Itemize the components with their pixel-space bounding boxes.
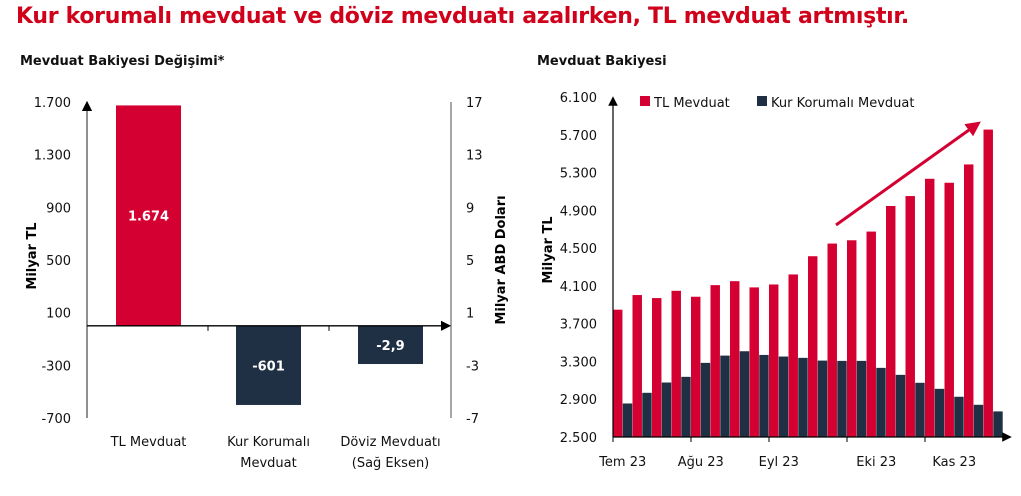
bar-kkm-18 bbox=[973, 404, 984, 437]
y-tick-label: 2.900 bbox=[560, 393, 597, 408]
left-chart-title: Mevduat Bakiyesi Değişimi* bbox=[20, 54, 225, 69]
bar-kkm-8 bbox=[778, 356, 789, 437]
bar-tl-19 bbox=[983, 129, 993, 438]
bar-kkm-16 bbox=[934, 388, 945, 437]
right-chart: 6.100 5.700 5.300 4.900 4.500 4.100 3.700 3.300… bbox=[541, 91, 1012, 470]
x-category-label: Mevduat bbox=[240, 456, 296, 471]
right-y-tick-label: 17 bbox=[466, 96, 483, 111]
bar-2 bbox=[358, 325, 423, 365]
trend-arrow-icon bbox=[835, 121, 981, 227]
y-axis-title: Milyar TL bbox=[541, 216, 556, 283]
left-y-tick-label: 100 bbox=[46, 307, 71, 322]
bar-tl-2 bbox=[652, 298, 662, 437]
x-tick-label: Tem 23 bbox=[598, 455, 646, 470]
y-tick-label: 3.300 bbox=[560, 355, 597, 370]
bar-kkm-6 bbox=[739, 351, 750, 437]
bar-tl-0 bbox=[613, 309, 623, 437]
x-tick-label: Eyl 23 bbox=[759, 455, 799, 470]
bar-tl-15 bbox=[905, 196, 915, 437]
x-category-label: Döviz Mevduatı bbox=[340, 435, 440, 450]
bar-kkm-11 bbox=[837, 360, 847, 437]
left-y-tick-label: 1.700 bbox=[34, 96, 71, 111]
right-y-tick-label: -7 bbox=[466, 412, 479, 427]
bar-tl-6 bbox=[730, 281, 740, 437]
bar-tl-3 bbox=[671, 290, 681, 437]
legend-swatch-kkm bbox=[757, 96, 767, 106]
left-y-tick-label: 1.300 bbox=[34, 149, 71, 164]
x-category-label: TL Mevduat bbox=[110, 435, 187, 450]
bar-tl-5 bbox=[710, 285, 720, 437]
right-y-tick-label: 9 bbox=[466, 201, 474, 216]
bar-tl-11 bbox=[827, 243, 837, 437]
left-chart: 1.700 1.300 900 500 100 -300 -700 17 13 9 5 1 -3 -7 1.… bbox=[25, 96, 509, 471]
bar-tl-14 bbox=[886, 205, 896, 437]
bar-tl-12 bbox=[847, 240, 857, 437]
bar-tl-17 bbox=[944, 182, 954, 437]
bar-tl-16 bbox=[925, 178, 935, 438]
x-tick-label: Eki 23 bbox=[856, 455, 896, 470]
bar-kkm-9 bbox=[798, 357, 808, 437]
right-chart-title: Mevduat Bakiyesi bbox=[537, 54, 667, 69]
legend-swatch-tl bbox=[640, 96, 650, 106]
bar-tl-7 bbox=[749, 287, 759, 437]
y-tick-label: 4.900 bbox=[560, 204, 597, 219]
bar-kkm-10 bbox=[817, 360, 828, 437]
x-tick-label: Ağu 23 bbox=[678, 455, 724, 470]
bar-tl-1 bbox=[632, 295, 642, 437]
bar-tl-4 bbox=[691, 296, 701, 437]
bar-tl-8 bbox=[769, 284, 779, 437]
left-y-tick-label: 500 bbox=[46, 254, 71, 269]
bar-0 bbox=[116, 105, 181, 326]
legend-label-kkm: Kur Korumalı Mevduat bbox=[771, 96, 914, 111]
bar-1 bbox=[236, 325, 301, 405]
right-y-tick-label: 13 bbox=[466, 149, 483, 164]
bar-kkm-14 bbox=[895, 374, 906, 437]
bar-tl-9 bbox=[788, 274, 798, 437]
x-tick-label: Kas 23 bbox=[932, 455, 976, 470]
bar-kkm-3 bbox=[681, 376, 691, 437]
bar-data-label: -601 bbox=[252, 359, 285, 374]
right-y-tick-label: 5 bbox=[466, 254, 474, 269]
bar-kkm-7 bbox=[759, 354, 769, 437]
y-tick-label: 5.300 bbox=[560, 167, 597, 182]
right-y-axis-title: Milyar ABD Doları bbox=[494, 195, 509, 324]
right-y-tick-label: -3 bbox=[466, 359, 479, 374]
bar-kkm-2 bbox=[661, 382, 672, 437]
x-category-label: (Sağ Eksen) bbox=[352, 456, 430, 471]
x-category-label: Kur Korumalı bbox=[227, 435, 310, 450]
bar-kkm-4 bbox=[700, 362, 711, 437]
legend-label-tl: TL Mevduat bbox=[653, 96, 730, 111]
bar-data-label: -2,9 bbox=[376, 339, 404, 354]
headline: Kur korumalı mevduat ve döviz mevduatı a… bbox=[16, 4, 909, 29]
bar-kkm-17 bbox=[954, 396, 964, 437]
y-tick-label: 6.100 bbox=[560, 91, 597, 106]
y-tick-label: 5.700 bbox=[560, 129, 597, 144]
y-tick-label: 4.100 bbox=[560, 280, 597, 295]
bar-tl-18 bbox=[964, 164, 974, 437]
bar-kkm-0 bbox=[622, 403, 633, 437]
left-y-tick-label: -300 bbox=[41, 359, 71, 374]
bar-tl-10 bbox=[808, 256, 818, 437]
left-y-tick-label: -700 bbox=[41, 412, 71, 427]
bar-kkm-19 bbox=[993, 411, 1003, 437]
left-y-tick-label: 900 bbox=[46, 201, 71, 216]
y-tick-label: 2.500 bbox=[560, 431, 597, 446]
bar-kkm-5 bbox=[720, 355, 730, 437]
left-y-axis-title: Milyar TL bbox=[25, 222, 40, 289]
y-tick-label: 4.500 bbox=[560, 242, 597, 257]
right-y-tick-label: 1 bbox=[466, 307, 474, 322]
bar-kkm-13 bbox=[876, 367, 886, 437]
bar-kkm-15 bbox=[915, 382, 925, 437]
bar-data-label: 1.674 bbox=[128, 210, 169, 225]
bar-kkm-12 bbox=[856, 360, 867, 437]
bar-tl-13 bbox=[866, 231, 876, 437]
bar-kkm-1 bbox=[642, 392, 652, 437]
y-tick-label: 3.700 bbox=[560, 318, 597, 333]
